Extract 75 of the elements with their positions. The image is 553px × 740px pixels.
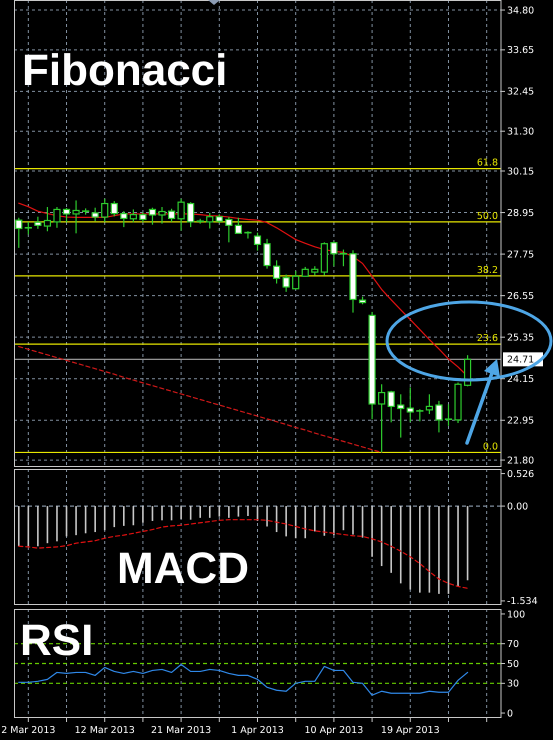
candlestick (53, 206, 61, 228)
x-tick-label: 10 Apr 2013 (304, 725, 364, 736)
y-tick-label: 0.526 (507, 468, 534, 480)
y-tick-label: 30.15 (507, 166, 534, 178)
candlestick (168, 208, 176, 223)
candlestick (24, 221, 32, 235)
candlestick (426, 394, 433, 415)
y-tick-label: -1.534 (507, 596, 538, 608)
candlestick (340, 248, 348, 267)
y-tick-label: 30 (507, 678, 520, 690)
y-tick-label: 26.55 (507, 290, 534, 302)
candlestick (62, 207, 70, 223)
y-tick-label: 28.95 (507, 208, 534, 219)
candlestick (254, 232, 262, 252)
candlestick (130, 208, 137, 223)
annotation: 23.6 (476, 333, 498, 344)
y-tick-label: 0.00 (507, 501, 528, 512)
y-tick-label: 33.65 (507, 45, 534, 56)
candlestick (206, 212, 214, 230)
candlestick (378, 384, 386, 454)
candlestick (330, 240, 338, 267)
text: Fibonacci (22, 46, 228, 95)
candlestick (72, 200, 80, 234)
x-tick-label: 1 Apr 2013 (231, 725, 284, 736)
x-tick-label: 21 Mar 2013 (150, 725, 212, 736)
y-tick-label: 22.95 (507, 416, 534, 427)
candlestick (234, 217, 242, 234)
text: MACD (117, 544, 249, 593)
candlestick (101, 198, 108, 223)
candlestick (282, 274, 290, 292)
candlestick (388, 390, 395, 423)
y-tick-label: 100 (507, 609, 526, 620)
candlestick (110, 200, 118, 217)
y-tick-label: 21.80 (507, 455, 534, 466)
annotation: 50.0 (476, 210, 498, 222)
candlestick (444, 404, 452, 426)
candlestick (273, 260, 280, 284)
y-tick-label: 34.80 (507, 5, 534, 16)
candlestick (158, 206, 166, 224)
candlestick (139, 212, 147, 223)
annotation: 38.2 (476, 264, 498, 276)
candlestick (302, 266, 309, 278)
candlestick (435, 400, 443, 433)
candlestick (148, 207, 156, 226)
y-tick-label: 0 (507, 708, 514, 720)
candlestick (263, 238, 271, 270)
x-tick-label: 12 Mar 2013 (74, 725, 135, 736)
y-tick-label: 70 (507, 639, 520, 650)
y-tick-label: 50 (507, 658, 520, 670)
y-tick-label: 27.75 (507, 249, 534, 260)
candlestick (178, 198, 185, 232)
candlestick (187, 202, 194, 228)
candlestick (44, 206, 52, 232)
x-tick-label: 19 Apr 2013 (380, 725, 440, 736)
candlestick (416, 408, 424, 422)
annotation: 0.0 (482, 441, 498, 452)
candlestick (406, 386, 414, 423)
line-series (18, 519, 468, 589)
chart-title: RSI (20, 616, 94, 665)
candlestick (34, 216, 42, 230)
annotation: 61.8 (476, 158, 498, 169)
candlestick (311, 266, 318, 276)
candlestick (292, 270, 300, 290)
y-tick-label: 25.35 (507, 332, 534, 344)
candlestick (92, 207, 99, 222)
candlestick (397, 394, 404, 438)
candlestick (120, 210, 128, 228)
y-tick-label: 32.45 (507, 86, 534, 98)
candlestick (225, 216, 232, 243)
line-series (18, 664, 468, 696)
x-tick-label: 2 Mar 2013 (1, 725, 56, 736)
candlestick (15, 217, 22, 248)
ref-line-label: 24.71 (507, 354, 534, 366)
line-series (18, 346, 382, 454)
y-tick-label: 31.30 (507, 126, 534, 138)
